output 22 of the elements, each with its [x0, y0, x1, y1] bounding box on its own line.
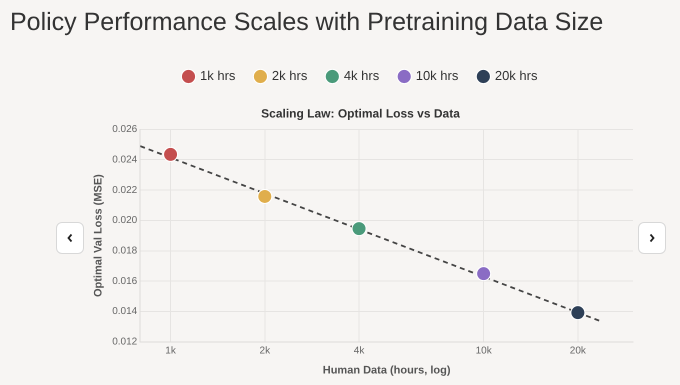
y-tick-label: 0.016	[112, 276, 138, 287]
legend-label: 10k hrs	[416, 68, 459, 84]
legend-label: 2k hrs	[272, 68, 308, 84]
y-tick-label: 0.026	[112, 124, 138, 136]
x-tick-label: 20k	[570, 346, 587, 357]
x-tick-label: 4k	[354, 346, 366, 357]
chart-title: Policy Performance Scales with Pretraining Data Size	[10, 8, 604, 37]
y-tick-label: 0.014	[112, 306, 138, 318]
y-tick-label: 0.012	[112, 336, 138, 348]
y-tick-label: 0.020	[112, 215, 138, 226]
legend-label: 4k hrs	[344, 68, 380, 84]
legend-label: 1k hrs	[200, 68, 236, 84]
y-tick-label: 0.022	[112, 184, 138, 196]
x-tick-label: 1k	[165, 346, 177, 357]
x-axis-title: Human Data (hours, log)	[322, 364, 451, 376]
x-tick-label: 2k	[260, 346, 272, 357]
legend-label: 20k hrs	[494, 68, 538, 84]
y-tick-label: 0.018	[112, 246, 138, 257]
x-tick-label: 10k	[476, 346, 493, 357]
y-axis-title: Optimal Val Loss (MSE)	[92, 174, 105, 298]
chart-subtitle: Scaling Law: Optimal Loss vs Data	[261, 106, 460, 121]
y-tick-label: 0.024	[112, 154, 138, 166]
